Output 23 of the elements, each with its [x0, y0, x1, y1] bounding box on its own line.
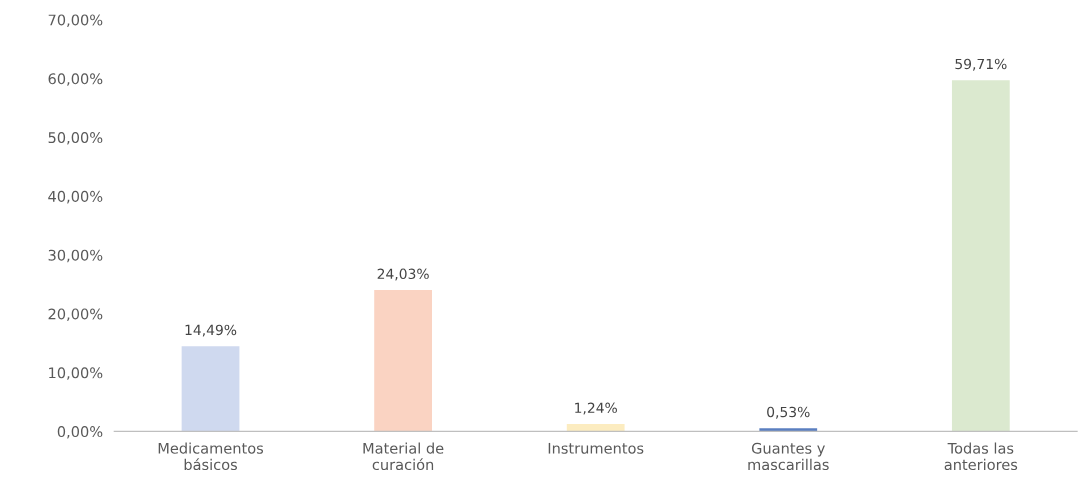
x-tick-label: Material de curación: [363, 442, 444, 471]
bar: [374, 290, 432, 432]
data-label: 14,49%: [185, 324, 237, 337]
bar: [181, 346, 240, 432]
y-tick-label: 10,00%: [49, 367, 103, 380]
y-tick-label: 60,00%: [48, 73, 103, 86]
y-tick-label: 70,00%: [48, 14, 103, 27]
data-label: 0,53%: [767, 406, 810, 419]
data-label: 24,03%: [377, 268, 429, 281]
x-tick-label: Guantes y mascarillas: [748, 442, 829, 471]
data-label: 1,24%: [575, 402, 617, 415]
bar: [951, 80, 1010, 432]
y-tick-label: 50,00%: [48, 132, 103, 145]
data-label: 59,71%: [955, 58, 1007, 71]
bar: [566, 424, 625, 432]
bar: [759, 428, 818, 432]
x-tick-label: Todas las anteriores: [944, 442, 1018, 471]
y-tick-label: 0,00%: [57, 426, 103, 439]
x-tick-label: Medicamentos básicos: [158, 442, 264, 471]
y-tick-label: 20,00%: [48, 308, 103, 321]
x-tick-label: Instrumentos: [548, 442, 644, 454]
y-tick-label: 40,00%: [48, 190, 103, 204]
y-tick-label: 30,00%: [48, 249, 103, 263]
